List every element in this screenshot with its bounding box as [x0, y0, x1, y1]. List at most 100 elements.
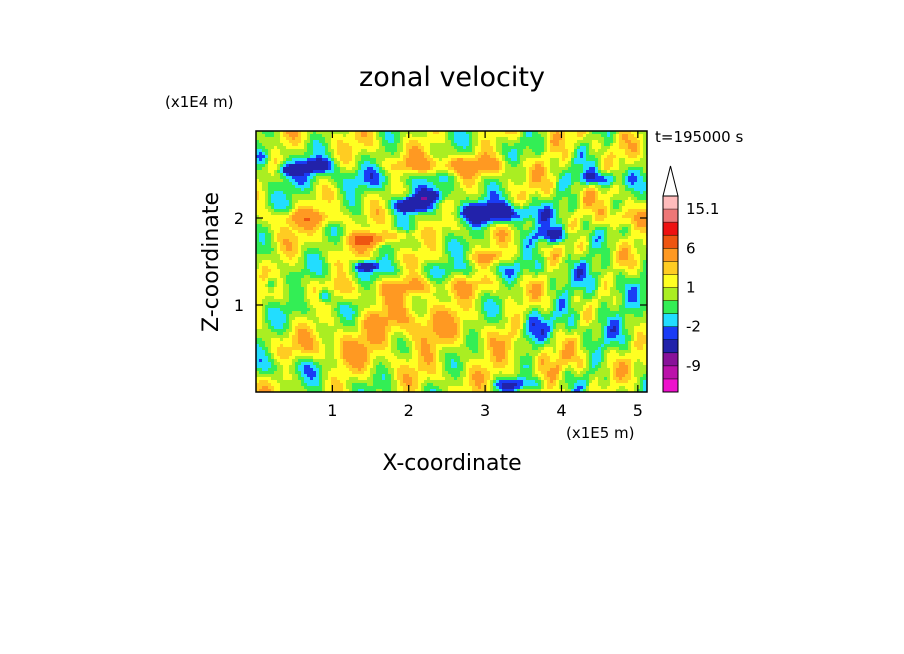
heatmap-cell: [298, 173, 302, 177]
heatmap-cell: [343, 209, 347, 213]
heatmap-cell: [349, 161, 353, 165]
heatmap-cell: [616, 143, 620, 147]
heatmap-cell: [334, 173, 338, 177]
heatmap-cell: [502, 164, 506, 168]
heatmap-cell: [613, 209, 617, 213]
heatmap-cell: [424, 131, 428, 135]
heatmap-cell: [388, 236, 392, 240]
heatmap-cell: [457, 182, 461, 186]
heatmap-cell: [364, 212, 368, 216]
heatmap-cell: [388, 158, 392, 162]
heatmap-cell: [631, 236, 635, 240]
heatmap-cell: [463, 143, 467, 147]
heatmap-cell: [259, 227, 263, 231]
heatmap-cell: [376, 176, 380, 180]
heatmap-cell: [523, 221, 527, 225]
heatmap-cell: [553, 182, 557, 186]
heatmap-cell: [481, 224, 485, 228]
heatmap-cell: [562, 206, 566, 210]
y-unit-label: (x1E4 m): [165, 93, 234, 111]
heatmap-cell: [517, 182, 521, 186]
heatmap-cell: [553, 191, 557, 195]
heatmap-cell: [490, 224, 494, 228]
heatmap-cell: [595, 149, 599, 153]
heatmap-cell: [280, 170, 284, 174]
heatmap-cell: [388, 215, 392, 219]
heatmap-cell: [451, 155, 455, 159]
heatmap-cell: [487, 149, 491, 153]
heatmap-cell: [460, 146, 464, 150]
heatmap-cell: [406, 236, 410, 240]
heatmap-cell: [586, 137, 590, 141]
heatmap-cell: [358, 230, 362, 234]
heatmap-cell: [616, 224, 620, 228]
heatmap-cell: [511, 179, 515, 183]
heatmap-cell: [433, 164, 437, 168]
heatmap-cell: [259, 179, 263, 183]
heatmap-cell: [325, 182, 329, 186]
heatmap-cell: [637, 131, 641, 135]
heatmap-cell: [349, 179, 353, 183]
heatmap-cell: [388, 221, 392, 225]
heatmap-cell: [469, 221, 473, 225]
heatmap-cell: [493, 179, 497, 183]
heatmap-cell: [631, 137, 635, 141]
heatmap-cell: [382, 203, 386, 207]
heatmap-cell: [616, 236, 620, 240]
heatmap-cell: [337, 152, 341, 156]
heatmap-cell: [556, 230, 560, 234]
heatmap-cell: [304, 209, 308, 213]
heatmap-cell: [550, 197, 554, 201]
heatmap-cell: [421, 137, 425, 141]
heatmap-cell: [403, 182, 407, 186]
heatmap-cell: [376, 242, 380, 246]
heatmap-cell: [571, 158, 575, 162]
heatmap-cell: [283, 230, 287, 234]
heatmap-cell: [319, 209, 323, 213]
heatmap-cell: [382, 173, 386, 177]
heatmap-cell: [403, 221, 407, 225]
heatmap-cell: [628, 182, 632, 186]
heatmap-cell: [277, 221, 281, 225]
heatmap-cell: [601, 149, 605, 153]
heatmap-cell: [364, 239, 368, 243]
heatmap-cell: [424, 152, 428, 156]
heatmap-cell: [469, 152, 473, 156]
heatmap-cell: [445, 230, 449, 234]
heatmap-cell: [367, 158, 371, 162]
heatmap-cell: [493, 152, 497, 156]
heatmap-cell: [265, 137, 269, 141]
heatmap-cell: [589, 158, 593, 162]
heatmap-cell: [301, 134, 305, 138]
heatmap-cell: [400, 218, 404, 222]
heatmap-cell: [550, 188, 554, 192]
heatmap-cell: [352, 227, 356, 231]
heatmap-cell: [616, 170, 620, 174]
heatmap-cell: [634, 161, 638, 165]
heatmap-cell: [415, 197, 419, 201]
heatmap-cell: [367, 152, 371, 156]
heatmap-cell: [514, 161, 518, 165]
heatmap-cell: [337, 185, 341, 189]
heatmap-cell: [556, 242, 560, 246]
heatmap-cell: [316, 194, 320, 198]
heatmap-cell: [640, 200, 644, 204]
heatmap-cell: [604, 206, 608, 210]
heatmap-cell: [553, 236, 557, 240]
heatmap-cell: [283, 158, 287, 162]
heatmap-cell: [388, 149, 392, 153]
heatmap-cell: [529, 137, 533, 141]
heatmap-cell: [451, 230, 455, 234]
heatmap-cell: [562, 164, 566, 168]
heatmap-cell: [313, 233, 317, 237]
heatmap-cell: [607, 212, 611, 216]
heatmap-cell: [451, 236, 455, 240]
heatmap-cell: [505, 218, 509, 222]
heatmap-cell: [262, 161, 266, 165]
heatmap-cell: [433, 158, 437, 162]
heatmap-cell: [274, 155, 278, 159]
heatmap-cell: [457, 140, 461, 144]
heatmap-cell: [310, 194, 314, 198]
heatmap-cell: [601, 242, 605, 246]
heatmap-cell: [541, 233, 545, 237]
